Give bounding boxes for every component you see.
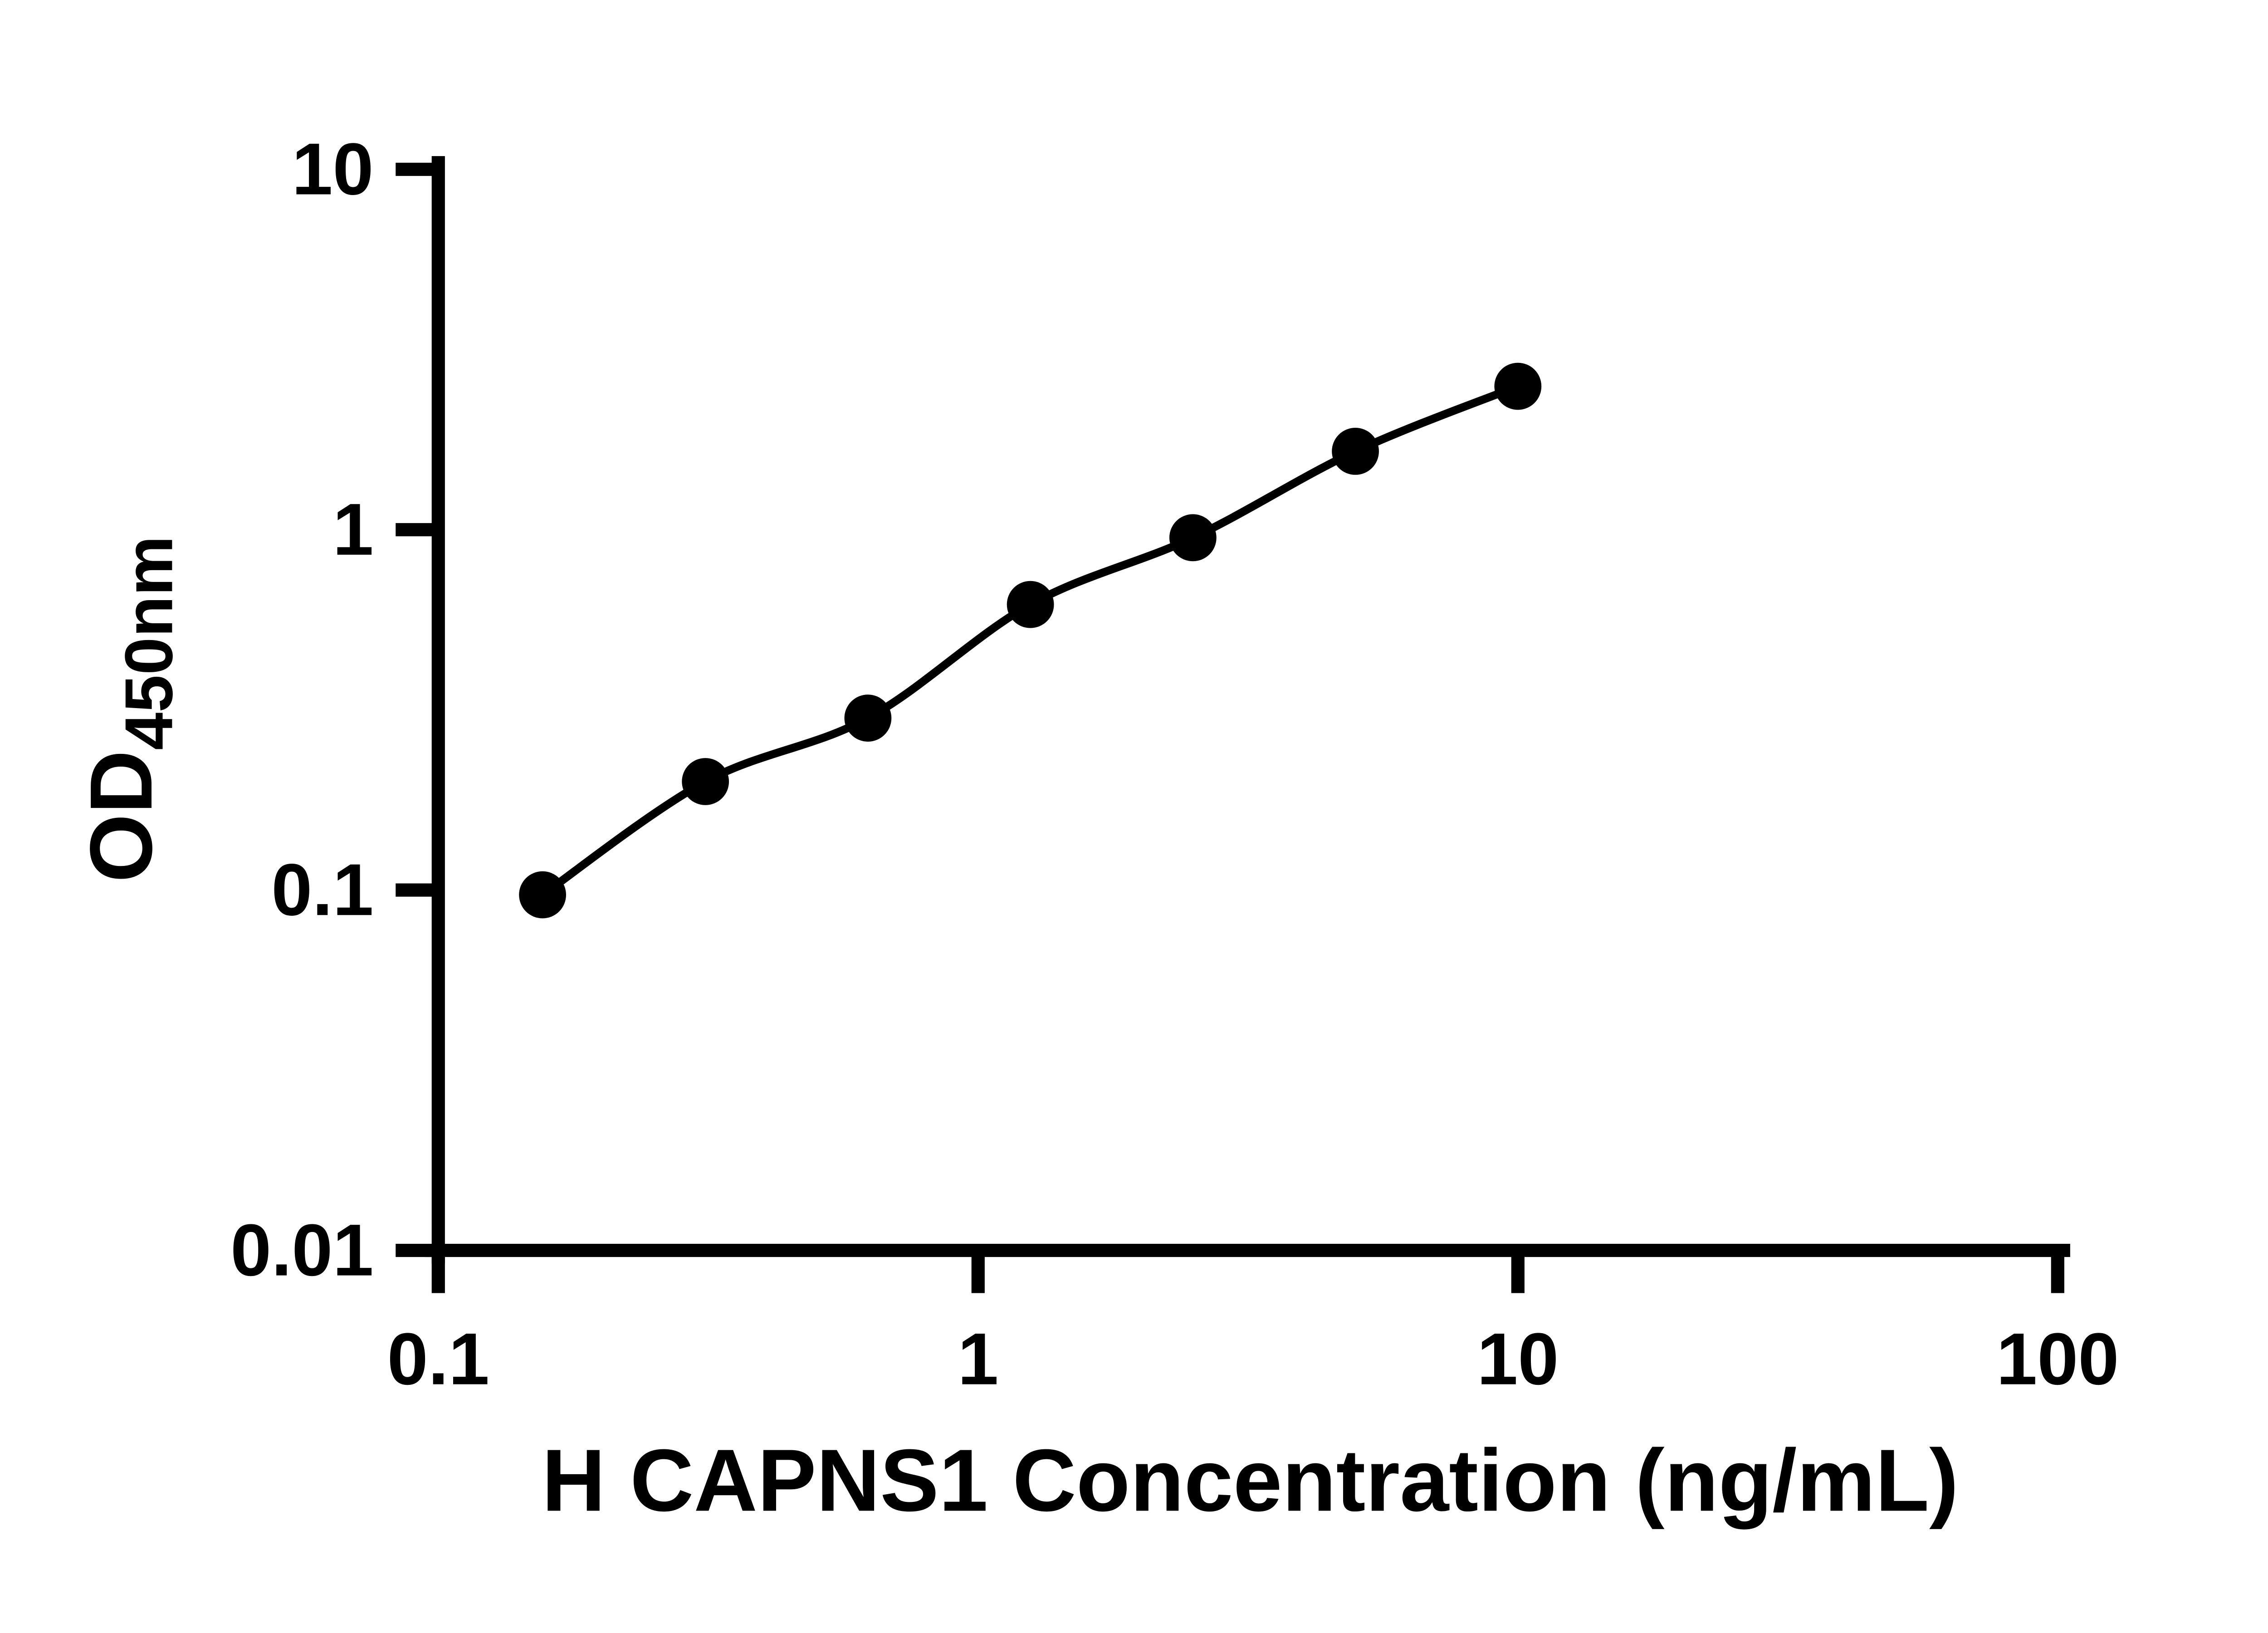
x-tick-label: 10 xyxy=(1477,1318,1559,1400)
x-axis-title: H CAPNS1 Concentration (ng/mL) xyxy=(542,1431,1959,1530)
data-point xyxy=(519,871,566,919)
x-tick-label: 1 xyxy=(958,1318,998,1400)
y-tick-label: 10 xyxy=(292,128,373,210)
data-point xyxy=(1169,514,1217,562)
data-points xyxy=(519,362,1542,919)
data-point xyxy=(1007,581,1054,628)
x-tick-label: 0.1 xyxy=(387,1318,489,1400)
data-point xyxy=(1332,428,1379,475)
y-axis-ticks: 0.01 0.1 1 10 xyxy=(230,128,439,1291)
y-tick-label: 1 xyxy=(332,489,373,571)
data-point xyxy=(1494,362,1542,410)
x-tick-label: 100 xyxy=(1996,1318,2119,1400)
data-point xyxy=(682,758,729,805)
y-axis-title: OD450nm xyxy=(72,536,186,882)
y-tick-label: 0.01 xyxy=(230,1209,374,1291)
y-axis-title-sub: 450nm xyxy=(111,536,186,750)
y-tick-label: 0.1 xyxy=(271,849,373,931)
y-axis-title-main: OD xyxy=(72,750,171,883)
data-point xyxy=(844,694,892,742)
x-axis-ticks: 0.1 1 10 100 xyxy=(387,1250,2119,1400)
